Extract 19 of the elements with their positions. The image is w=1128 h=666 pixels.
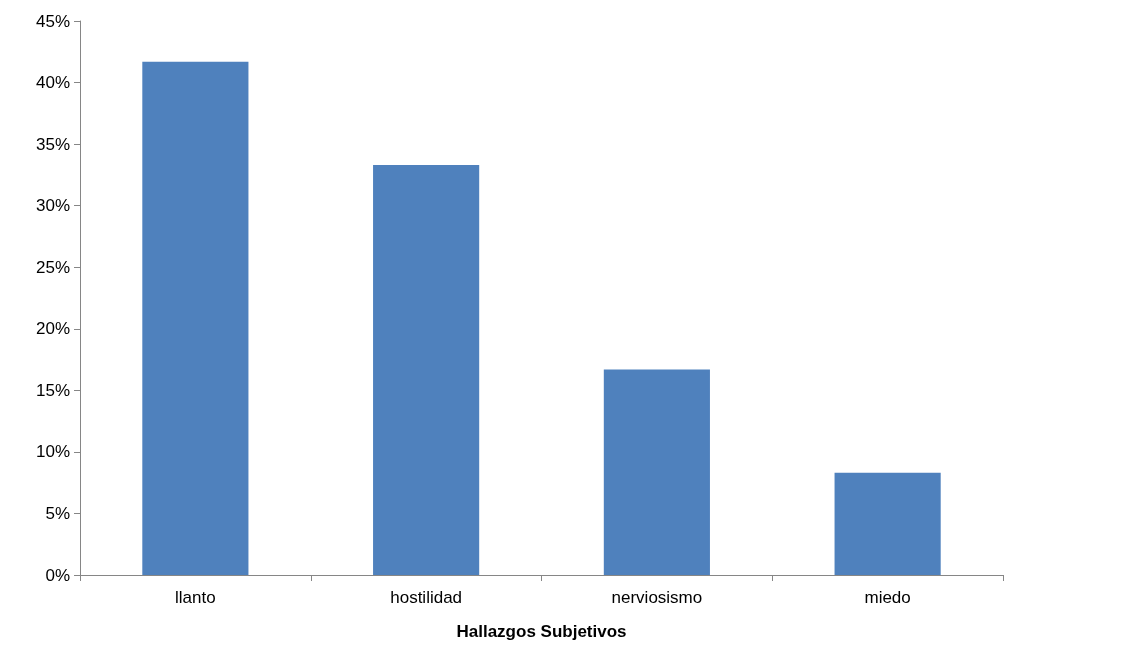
y-tick-label: 30% [35,196,70,216]
y-tick-label: 40% [35,73,70,93]
y-tick-label: 5% [45,503,70,523]
x-tick-label: hostilidad [390,588,463,607]
x-tick-label: nerviosismo [611,588,703,607]
y-tick-label: 15% [35,380,70,400]
x-tick-label: miedo [864,588,911,607]
bar [603,369,710,575]
y-tick-label: 45% [35,11,70,31]
bar [142,61,249,575]
x-axis-title: Hallazgos Subjetivos [456,622,627,641]
y-tick-label: 35% [35,134,70,154]
y-tick-label: 20% [35,319,70,339]
y-tick-label: 0% [45,565,70,585]
bar [834,472,941,575]
x-tick-label: llanto [175,588,216,607]
y-tick-label: 10% [35,442,70,462]
y-tick-label: 25% [35,257,70,277]
bar [373,165,480,575]
